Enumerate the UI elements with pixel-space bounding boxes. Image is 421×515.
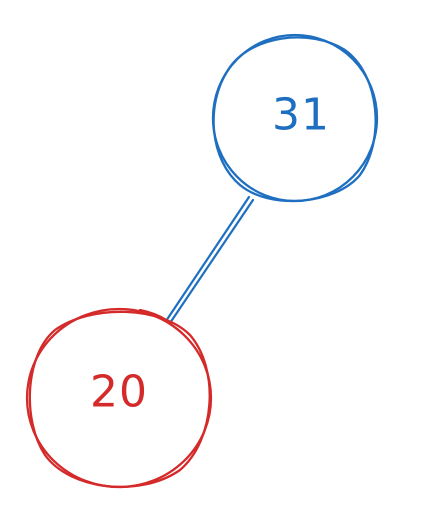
node-circle [25,307,213,489]
edge-root-to-left-child [164,195,255,325]
node-circle [211,33,379,203]
node-label: 31 [272,90,330,141]
node-label: 20 [90,367,148,418]
tree-node-left-child: 20 [25,307,213,489]
tree-node-root: 31 [211,33,379,203]
